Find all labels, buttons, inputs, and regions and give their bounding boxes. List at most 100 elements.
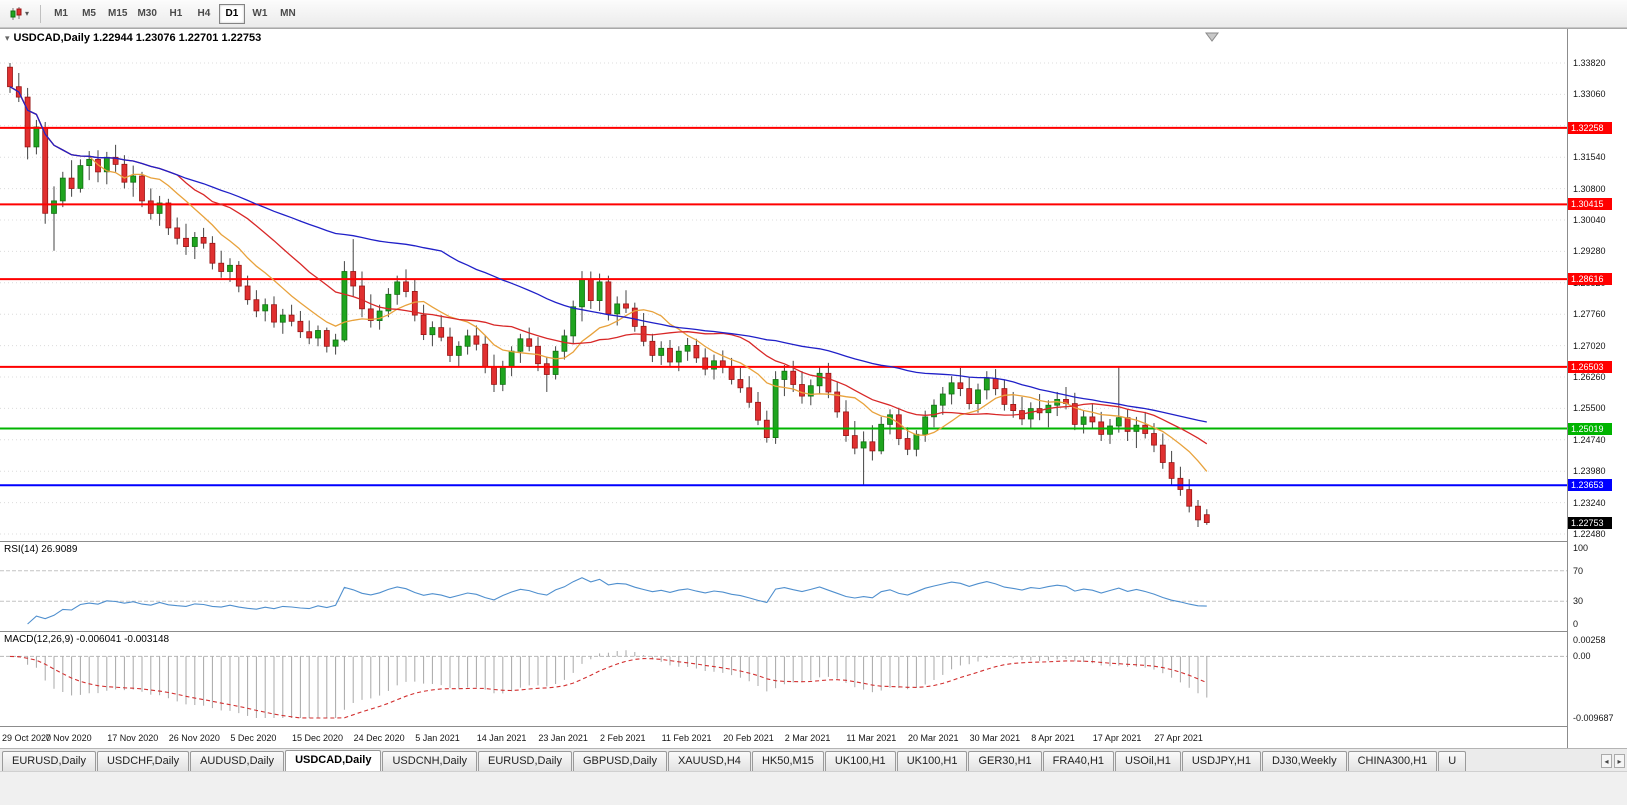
date-label: 27 Apr 2021 bbox=[1154, 733, 1203, 743]
price-scale-tick: 1.23980 bbox=[1573, 466, 1606, 477]
rsi-scale-tick: 30 bbox=[1573, 596, 1584, 607]
macd-scale-top: 0.00258 bbox=[1573, 635, 1606, 645]
chevron-down-icon: ▾ bbox=[25, 9, 30, 18]
price-chart-canvas[interactable] bbox=[0, 29, 1567, 541]
timeframe-button-m30[interactable]: M30 bbox=[137, 7, 157, 19]
chart-tab-eurusd-daily[interactable]: EURUSD,Daily bbox=[2, 751, 96, 771]
toolbar-separator bbox=[40, 4, 42, 23]
price-scale-tick: 1.33820 bbox=[1573, 58, 1606, 68]
date-label: 26 Nov 2020 bbox=[168, 733, 220, 743]
chart-tab-audusd-daily[interactable]: AUDUSD,Daily bbox=[190, 751, 285, 771]
timeframe-button-m15[interactable]: M15 bbox=[108, 7, 128, 19]
timeframe-toolbar: ▾ M1 M5 M15 M30 H1 H4 D1 W1 MN bbox=[0, 0, 1627, 28]
rsi-line bbox=[27, 577, 1207, 625]
price-scale-tick: 1.23240 bbox=[1573, 497, 1606, 508]
date-label: 17 Nov 2020 bbox=[107, 733, 159, 743]
macd-scale-zero: 0.00 bbox=[1573, 651, 1591, 662]
price-scale-tick: 1.27020 bbox=[1573, 340, 1606, 351]
chart-tab-usdjpy-h1[interactable]: USDJPY,H1 bbox=[1181, 751, 1261, 771]
time-axis[interactable]: 29 Oct 2020 7 Nov 2020 17 Nov 2020 26 Nov 2… bbox=[0, 727, 1567, 749]
price-tag-1.32258: 1.32258 bbox=[1568, 121, 1612, 134]
tab-scroll-left-button[interactable]: ◂ bbox=[1601, 754, 1612, 768]
macd-histogram bbox=[18, 650, 1208, 718]
chart-tab-usoil-h1[interactable]: USOil,H1 bbox=[1115, 751, 1181, 771]
current-price-tag: 1.22753 bbox=[1568, 516, 1612, 529]
date-label: 23 Jan 2021 bbox=[538, 733, 588, 743]
date-label: 20 Feb 2021 bbox=[723, 733, 774, 743]
timeframe-button-h4[interactable]: H4 bbox=[197, 7, 211, 19]
chart-tab-china300-h1[interactable]: CHINA300,H1 bbox=[1347, 751, 1438, 771]
date-label: 30 Mar 2021 bbox=[969, 733, 1021, 743]
date-label: 11 Feb 2021 bbox=[661, 733, 712, 743]
candlestick-chart-icon bbox=[10, 6, 22, 20]
chart-tab-hk50-m15[interactable]: HK50,M15 bbox=[751, 751, 824, 771]
chart-tab-dj30-weekly[interactable]: DJ30,Weekly bbox=[1261, 751, 1347, 771]
rsi-scale-tick: 70 bbox=[1573, 565, 1584, 576]
rsi-label: RSI(14) 26.9089 bbox=[4, 544, 78, 555]
price-scale[interactable]: 1.338201.330601.323001.315401.308001.300… bbox=[1567, 29, 1627, 727]
macd-label: MACD(12,26,9) -0.006041 -0.003148 bbox=[4, 634, 170, 645]
chart-tab-usdcad-daily[interactable]: USDCAD,Daily bbox=[285, 750, 382, 771]
date-label: 17 Apr 2021 bbox=[1092, 733, 1142, 743]
macd-scale-bottom: -0.009687 bbox=[1573, 713, 1614, 723]
date-label: 11 Mar 2021 bbox=[846, 733, 897, 743]
chart-title-text: USDCAD,Daily 1.22944 1.23076 1.22701 1.2… bbox=[13, 32, 262, 44]
rsi-scale-tick: 0 bbox=[1573, 619, 1579, 629]
chart-tab-eurusd-daily[interactable]: EURUSD,Daily bbox=[478, 751, 572, 771]
grid-layer bbox=[0, 62, 1567, 535]
chart-tab-usdchf-daily[interactable]: USDCHF,Daily bbox=[96, 751, 190, 771]
price-chart-pane[interactable]: ▾ USDCAD,Daily 1.22944 1.23076 1.22701 1… bbox=[0, 29, 1567, 542]
price-scale-tick: 1.30040 bbox=[1573, 215, 1606, 225]
price-tag-1.25019: 1.25019 bbox=[1568, 422, 1612, 435]
price-tag-1.26503: 1.26503 bbox=[1568, 360, 1612, 373]
chart-tab-usdcnh-daily[interactable]: USDCNH,Daily bbox=[382, 751, 478, 771]
timeframe-button-m1[interactable]: M1 bbox=[54, 7, 68, 19]
price-scale-tick: 1.26260 bbox=[1573, 372, 1606, 382]
price-tag-1.28616: 1.28616 bbox=[1568, 273, 1612, 286]
date-label: 8 Apr 2021 bbox=[1031, 733, 1075, 743]
date-label: 2 Mar 2021 bbox=[784, 733, 831, 743]
price-scale-tick: 1.31540 bbox=[1573, 152, 1606, 163]
chart-tab-ger30-h1[interactable]: GER30,H1 bbox=[968, 751, 1042, 771]
horizontal-lines-layer bbox=[0, 126, 1567, 487]
chart-tab-gbpusd-daily[interactable]: GBPUSD,Daily bbox=[573, 751, 667, 771]
chart-tab-u[interactable]: U bbox=[1438, 751, 1467, 771]
price-scale-tick: 1.27760 bbox=[1573, 309, 1606, 320]
candles-layer bbox=[7, 63, 1210, 527]
macd-signal-line bbox=[9, 655, 1208, 719]
date-label: 15 Dec 2020 bbox=[292, 733, 344, 743]
date-label: 5 Dec 2020 bbox=[230, 733, 277, 743]
chart-tab-xauusd-h4[interactable]: XAUUSD,H4 bbox=[667, 751, 751, 771]
date-label: 24 Dec 2020 bbox=[353, 733, 405, 743]
price-tag-1.30415: 1.30415 bbox=[1568, 198, 1612, 211]
macd-canvas[interactable] bbox=[0, 632, 1567, 726]
price-scale-tick: 1.33060 bbox=[1573, 89, 1606, 100]
chart-tab-bar: EURUSD,Daily USDCHF,Daily AUDUSD,Daily USDC… bbox=[0, 748, 1627, 771]
chart-tab-uk100-h1[interactable]: UK100,H1 bbox=[824, 751, 896, 771]
timeframe-button-mn[interactable]: MN bbox=[280, 7, 296, 19]
rsi-indicator-pane[interactable]: RSI(14) 26.9089 bbox=[0, 542, 1567, 632]
timeframe-button-d1[interactable]: D1 bbox=[218, 3, 245, 24]
price-scale-tick: 1.30800 bbox=[1573, 183, 1606, 194]
status-area bbox=[0, 771, 1627, 805]
chart-tab-fra40-h1[interactable]: FRA40,H1 bbox=[1042, 751, 1115, 771]
axis-corner bbox=[1567, 727, 1627, 749]
rsi-canvas[interactable] bbox=[0, 542, 1567, 631]
date-label: 7 Nov 2020 bbox=[45, 733, 92, 743]
chart-shift-marker-icon bbox=[1205, 32, 1219, 42]
date-label: 20 Mar 2021 bbox=[908, 733, 959, 743]
timeframe-button-w1[interactable]: W1 bbox=[252, 7, 268, 19]
date-label: 2 Feb 2021 bbox=[600, 733, 646, 743]
chart-expand-icon[interactable]: ▾ bbox=[5, 32, 10, 43]
chart-type-button[interactable]: ▾ bbox=[4, 4, 34, 24]
price-scale-tick: 1.29280 bbox=[1573, 246, 1606, 257]
tab-scroll-right-button[interactable]: ▸ bbox=[1614, 754, 1625, 768]
timeframe-button-h1[interactable]: H1 bbox=[169, 7, 183, 19]
timeframe-button-m5[interactable]: M5 bbox=[82, 7, 96, 19]
chart-tab-uk100-h1[interactable]: UK100,H1 bbox=[896, 751, 968, 771]
macd-indicator-pane[interactable]: MACD(12,26,9) -0.006041 -0.003148 bbox=[0, 632, 1567, 727]
price-tag-1.23653: 1.23653 bbox=[1568, 479, 1612, 492]
price-scale-tick: 1.25500 bbox=[1573, 403, 1606, 414]
date-label: 14 Jan 2021 bbox=[476, 733, 527, 743]
price-scale-tick: 1.24740 bbox=[1573, 434, 1606, 445]
